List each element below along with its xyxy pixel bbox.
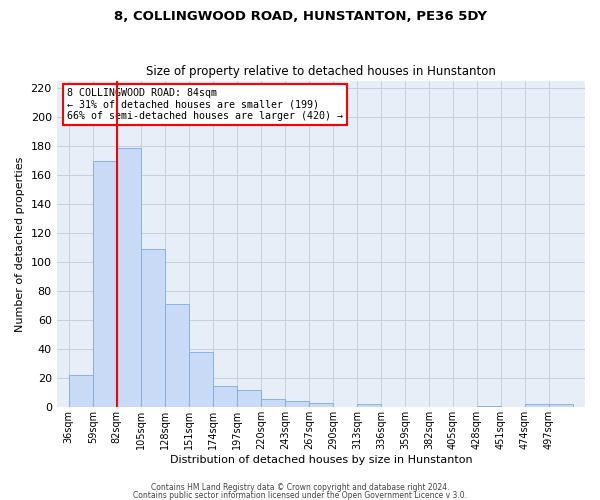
Bar xyxy=(237,390,260,407)
Text: 8 COLLINGWOOD ROAD: 84sqm
← 31% of detached houses are smaller (199)
66% of semi: 8 COLLINGWOOD ROAD: 84sqm ← 31% of detac… xyxy=(67,88,343,121)
Title: Size of property relative to detached houses in Hunstanton: Size of property relative to detached ho… xyxy=(146,66,496,78)
Text: Contains HM Land Registry data © Crown copyright and database right 2024.: Contains HM Land Registry data © Crown c… xyxy=(151,484,449,492)
Bar xyxy=(117,148,140,407)
Text: 8, COLLINGWOOD ROAD, HUNSTANTON, PE36 5DY: 8, COLLINGWOOD ROAD, HUNSTANTON, PE36 5D… xyxy=(113,10,487,23)
Bar xyxy=(477,406,501,407)
Bar xyxy=(285,402,308,407)
Bar xyxy=(213,386,236,407)
Bar xyxy=(69,376,92,408)
Bar xyxy=(165,304,188,408)
Bar xyxy=(93,161,116,408)
Y-axis label: Number of detached properties: Number of detached properties xyxy=(15,156,25,332)
Bar xyxy=(549,404,573,407)
Bar xyxy=(141,249,164,408)
Bar xyxy=(189,352,212,408)
X-axis label: Distribution of detached houses by size in Hunstanton: Distribution of detached houses by size … xyxy=(170,455,472,465)
Bar xyxy=(357,404,381,407)
Text: Contains public sector information licensed under the Open Government Licence v : Contains public sector information licen… xyxy=(133,490,467,500)
Bar xyxy=(309,403,332,407)
Bar xyxy=(525,404,549,407)
Bar xyxy=(261,398,284,407)
